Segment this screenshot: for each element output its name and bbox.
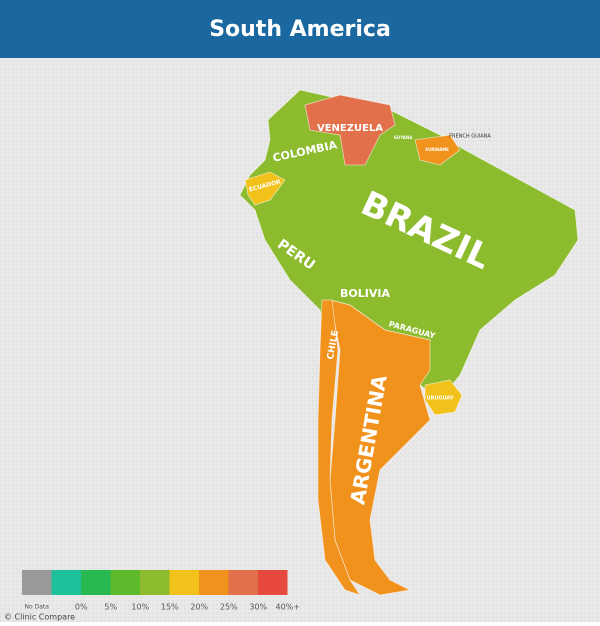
legend-label: 40%+ xyxy=(276,603,300,612)
venezuela xyxy=(304,94,396,166)
country-label: BOLIVIA xyxy=(340,287,390,300)
country-label: FRENCH GUIANA xyxy=(449,134,491,140)
legend-swatch xyxy=(110,570,140,595)
legend-label: No Data xyxy=(25,604,50,611)
legend-swatch xyxy=(51,570,81,595)
legend-label: 10% xyxy=(131,603,149,612)
legend-label: 5% xyxy=(104,603,117,612)
uruguay xyxy=(424,379,463,416)
legend-label: 30% xyxy=(249,603,267,612)
legend-label: 15% xyxy=(161,603,179,612)
suriname xyxy=(414,134,461,166)
legend-label: 25% xyxy=(220,603,238,612)
country-label: SURINAME xyxy=(425,147,449,152)
header-bar xyxy=(0,0,600,58)
legend-swatch xyxy=(199,570,229,595)
legend-swatch xyxy=(22,570,52,595)
chile xyxy=(317,299,361,596)
legend: No Data 0% 5% 10% 15% 20% 25% 30% 40%+ xyxy=(22,570,300,612)
country-label: GUYANA xyxy=(394,135,413,140)
legend-swatch xyxy=(258,570,288,595)
legend-swatch xyxy=(81,570,111,595)
title: South America xyxy=(209,17,391,42)
legend-label: 0% xyxy=(75,603,88,612)
legend-swatch xyxy=(169,570,199,595)
credit: © Clinic Compare xyxy=(4,613,75,622)
country-label: URUGUAY xyxy=(427,396,454,402)
legend-swatch xyxy=(228,570,258,595)
country-label: VENEZUELA xyxy=(317,123,383,134)
ecuador xyxy=(244,171,286,206)
legend-label: 20% xyxy=(190,603,208,612)
legend-swatch xyxy=(140,570,170,595)
